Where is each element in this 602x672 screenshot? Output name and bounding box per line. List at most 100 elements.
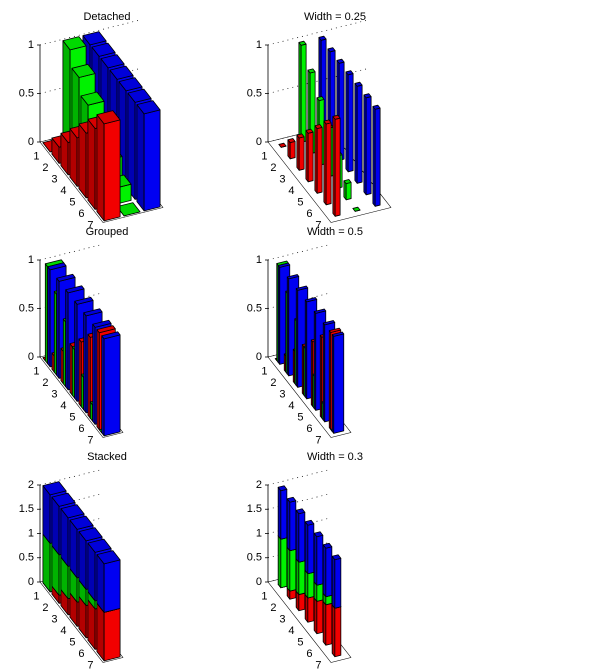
bar-top	[116, 202, 141, 217]
z-tick-label: 1	[256, 527, 262, 539]
bar-front	[347, 73, 354, 173]
bar-top	[345, 70, 354, 76]
bar-top	[314, 124, 323, 130]
row-tick-label: 7	[87, 220, 93, 232]
bar-top	[331, 554, 342, 561]
row-tick-label: 7	[315, 660, 321, 672]
bar-side	[78, 531, 87, 590]
z-tick-label: 0.5	[19, 87, 34, 99]
bar-front	[316, 583, 324, 602]
bar-side	[277, 486, 282, 540]
bar	[278, 142, 287, 148]
row-tick-label: 5	[69, 412, 75, 424]
row-tick-label: 1	[261, 366, 267, 378]
z-tick-label: 0	[256, 351, 262, 363]
bar-front	[289, 548, 297, 592]
bar-top	[69, 515, 94, 530]
bar-side	[78, 123, 87, 199]
bar-top	[87, 538, 112, 553]
bar-front	[334, 557, 342, 609]
bar-side	[313, 597, 318, 635]
z-tick-label: 1	[28, 254, 34, 266]
bar-top	[100, 54, 125, 69]
bar-side	[295, 509, 300, 563]
bar-front	[280, 488, 288, 540]
z-tick-label: 0	[28, 576, 34, 588]
row-tick-label: 2	[270, 377, 276, 389]
bar-top	[323, 119, 332, 125]
bar-side	[69, 128, 78, 187]
bar-top	[304, 519, 315, 526]
bar-top	[82, 31, 107, 46]
bar	[354, 81, 363, 184]
row-tick-label: 7	[315, 220, 321, 232]
bar	[304, 519, 315, 575]
bar-top	[352, 206, 361, 212]
row-tick-label: 6	[78, 648, 84, 660]
bar	[322, 542, 333, 598]
row-tick-label: 3	[279, 174, 285, 186]
bar-top	[83, 308, 103, 317]
bar	[101, 331, 121, 437]
bar-top	[372, 104, 381, 110]
bar	[322, 599, 333, 646]
bar-top	[278, 142, 287, 148]
bar-side	[96, 602, 105, 662]
bar-top	[96, 110, 121, 125]
bar-top	[51, 492, 76, 507]
grid-line	[39, 244, 101, 261]
row-tick-label: 6	[78, 423, 84, 435]
bar-top	[332, 114, 341, 120]
row-tick-label: 6	[306, 423, 312, 435]
z-tick-label: 0	[28, 136, 34, 148]
row-tick-label: 5	[297, 637, 303, 649]
bar-front	[298, 136, 305, 171]
bar-front	[333, 333, 345, 434]
bar-side	[331, 604, 336, 658]
bar-top	[92, 319, 112, 328]
bar	[96, 110, 121, 222]
bar-top	[313, 531, 324, 538]
bar	[287, 138, 296, 160]
bar-side	[51, 496, 60, 556]
bar-side	[286, 546, 291, 592]
bar-top	[96, 325, 116, 334]
bar	[314, 124, 323, 194]
bar	[286, 545, 297, 592]
row-tick-label: 5	[297, 412, 303, 424]
bar-side	[60, 508, 69, 567]
bar-front	[316, 599, 324, 635]
bar-side	[42, 533, 51, 593]
z-tick-label: 1	[256, 254, 262, 266]
z-tick-label: 0.5	[19, 302, 34, 314]
row-tick-label: 3	[279, 389, 285, 401]
bar-top	[78, 527, 103, 542]
bar-side	[286, 498, 291, 552]
chart-title: Width = 0.25	[304, 11, 366, 23]
bar-top	[277, 485, 288, 492]
bar	[277, 533, 288, 589]
bar-front	[298, 511, 306, 563]
row-tick-label: 4	[288, 400, 294, 412]
row-tick-label: 2	[270, 162, 276, 174]
bar-side	[42, 485, 51, 544]
bar-top	[74, 296, 94, 305]
bar-front	[103, 119, 121, 222]
chart-title: Width = 0.5	[307, 226, 363, 238]
bar-front	[289, 140, 296, 160]
row-tick-label: 6	[306, 648, 312, 660]
bar-top	[65, 285, 85, 294]
bar-side	[331, 555, 336, 609]
bar-top	[331, 331, 345, 337]
bar-side	[313, 532, 318, 586]
bar-side	[87, 118, 96, 210]
bar	[295, 508, 306, 563]
grid-line	[267, 19, 369, 46]
bar-top	[287, 138, 296, 144]
z-tick-label: 1.5	[247, 503, 262, 515]
bar-front	[307, 131, 314, 183]
bar-side	[304, 569, 309, 599]
